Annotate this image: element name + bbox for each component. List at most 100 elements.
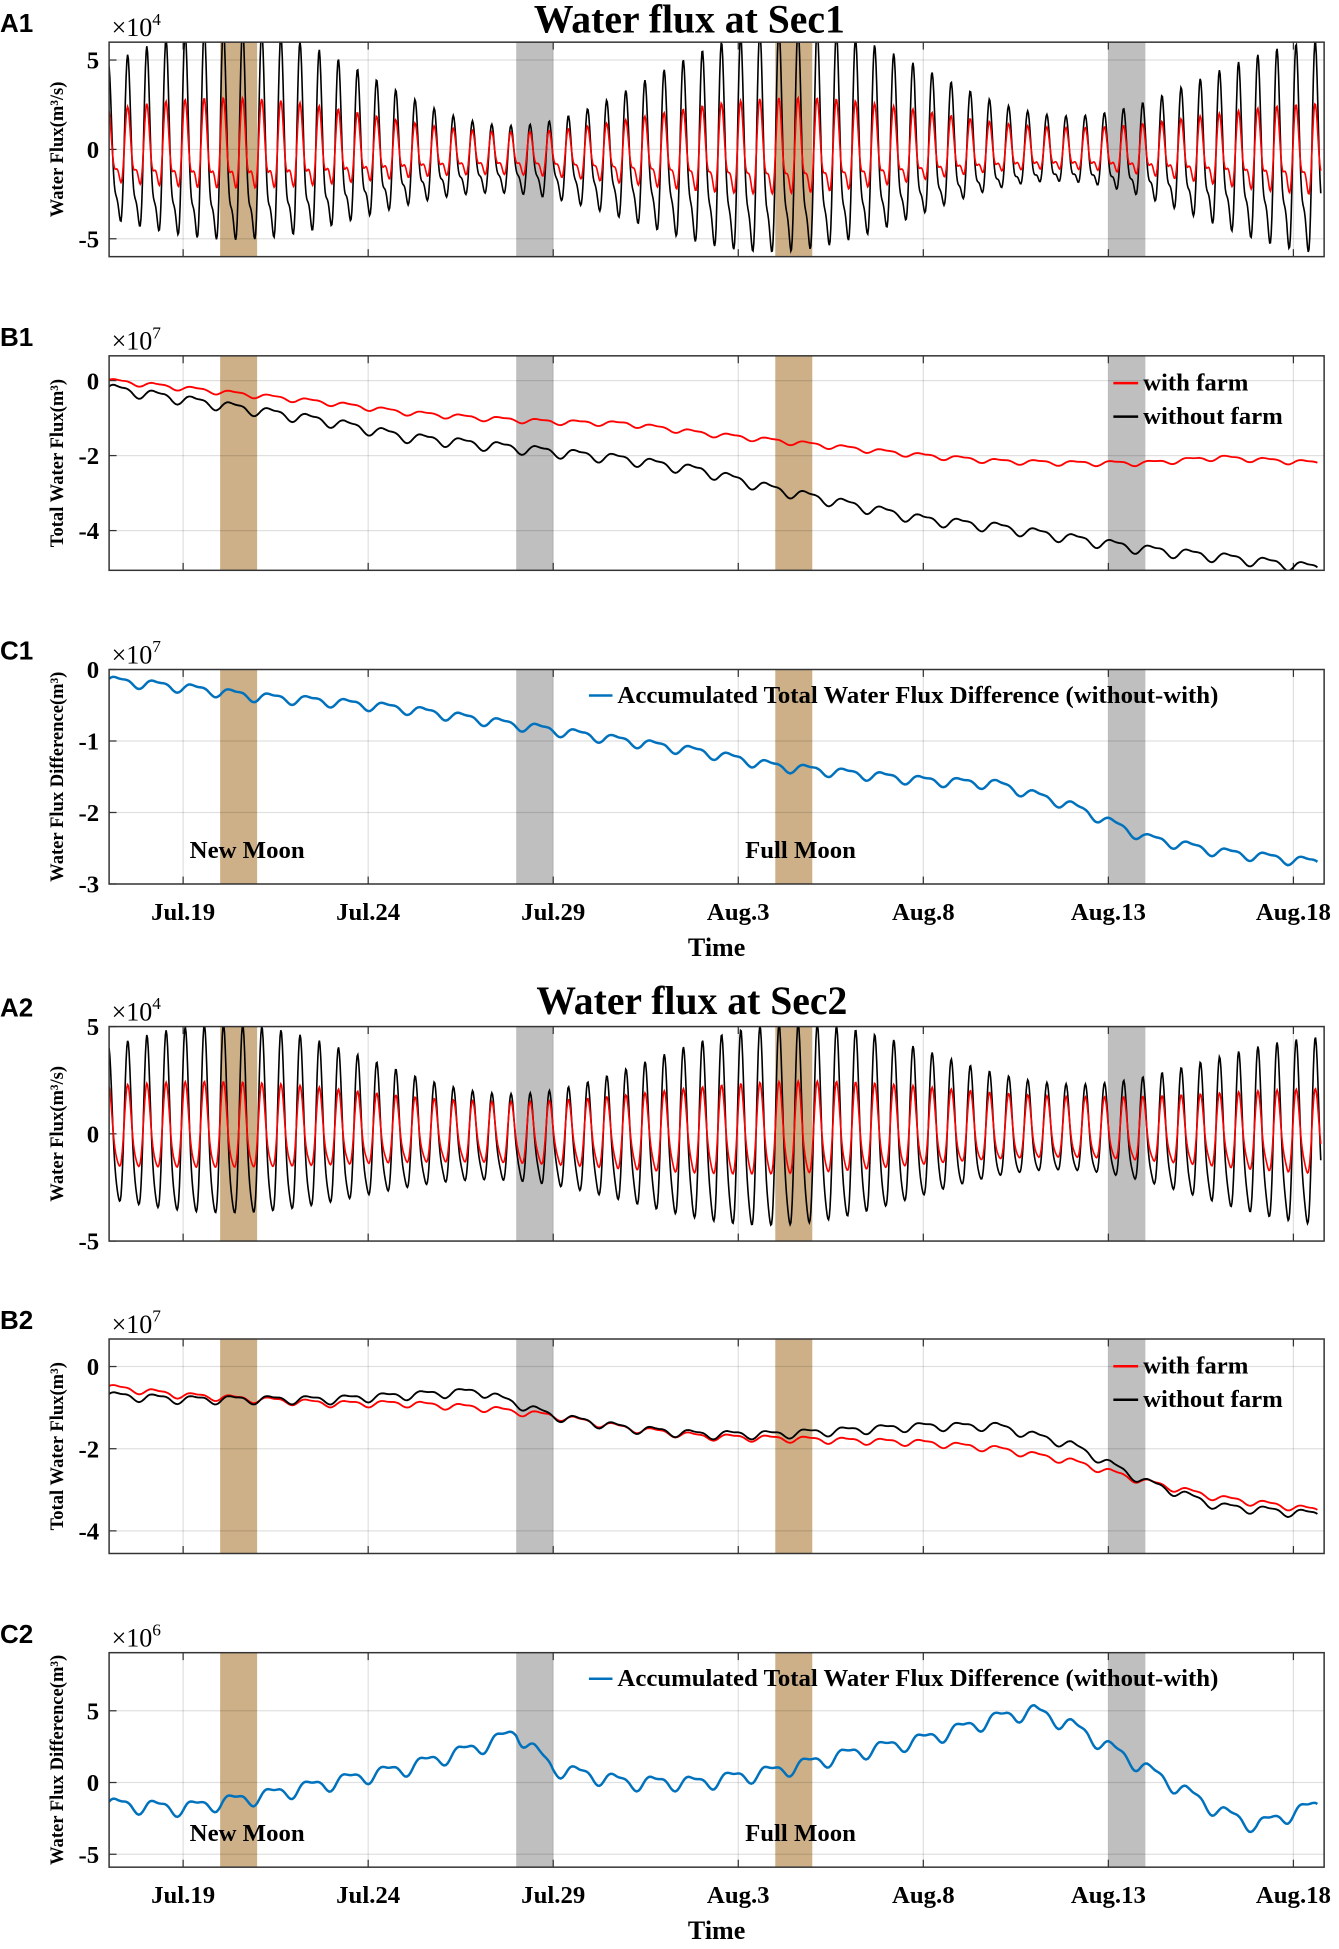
y-tick-label: -2 [79, 443, 100, 470]
y-tick-label: 0 [87, 1121, 99, 1148]
new-moon-band [220, 1339, 258, 1554]
panel-B2: 0 -2 -4 B2 ×107 Total Water Flux(m³) with farm… [0, 1305, 1325, 1555]
x-tick-label: Aug.13 [1071, 899, 1146, 926]
legend-item: with farm [1143, 370, 1249, 397]
gray-band [516, 355, 554, 571]
annotation-full-moon: Full Moon [745, 837, 856, 864]
x-tick-label: Aug.18 [1256, 899, 1331, 926]
panel-label: B1 [0, 322, 33, 352]
x-axis-label: Time [688, 1916, 745, 1945]
series-line-with-1 [109, 1078, 1322, 1175]
legend-item: with farm [1143, 1353, 1249, 1380]
gray-band [1108, 1339, 1146, 1554]
y-exponent: ×106 [112, 1620, 162, 1652]
series-group [109, 1026, 1322, 1228]
axes-frame [108, 1651, 1325, 1868]
y-tick-label: 0 [87, 368, 99, 395]
panel-A1: 5 0 -5 A1 ×104 Water Flux(m³/s) [0, 8, 1325, 258]
x-tick-label: Jul.29 [521, 1882, 585, 1909]
y-axis-label: Water Flux(m³/s) [47, 1066, 68, 1202]
panel-label: A2 [0, 993, 33, 1023]
series-line-without-1 [109, 383, 1318, 571]
series-line-without-1 [109, 1388, 1318, 1519]
y-tick-label: 5 [87, 1698, 99, 1725]
y-tick-label: -4 [79, 518, 100, 545]
gray-band [516, 1339, 554, 1554]
new-moon-band [220, 1652, 258, 1868]
figure-title-sec2: Water flux at Sec2 [536, 979, 847, 1023]
y-tick-label: 5 [87, 1014, 99, 1041]
axes-frame [108, 355, 1325, 572]
y-tick-label: -1 [79, 729, 100, 756]
y-exponent: ×107 [112, 637, 162, 669]
series-line-accumulated-0 [109, 1703, 1319, 1834]
y-axis-label: Total Water Flux(m³) [47, 379, 68, 547]
y-tick-label: -5 [79, 1842, 100, 1869]
y-exponent: ×107 [112, 1307, 162, 1339]
legend-item: Accumulated Total Water Flux Difference … [617, 682, 1218, 709]
full-moon-band [775, 669, 813, 884]
annotation-new-moon: New Moon [190, 1820, 305, 1847]
series-group [109, 675, 1319, 867]
legend-item: without farm [1143, 1386, 1283, 1413]
x-tick-label: Aug.3 [707, 899, 770, 926]
axes-frame [108, 1338, 1325, 1555]
y-tick-label: 5 [87, 48, 99, 75]
x-tick-label: Jul.24 [336, 1882, 400, 1909]
panel-B1: 0 -2 -4 B1 ×107 Total Water Flux(m³) with farm… [0, 322, 1325, 572]
panel-C1: 0 -1 -2 -3 C1 ×107 Water Flux Difference(m³) Ac… [0, 636, 1331, 962]
y-axis-label: Water Flux Difference(m³) [47, 672, 68, 882]
series-line-with-1 [109, 95, 1322, 196]
new-moon-band [220, 355, 258, 571]
legend-item: Accumulated Total Water Flux Difference … [617, 1665, 1218, 1692]
y-tick-label: -2 [79, 800, 100, 827]
x-tick-label: Aug.8 [892, 1882, 955, 1909]
x-tick-label: Aug.18 [1256, 1882, 1331, 1909]
new-moon-band [220, 669, 258, 884]
y-axis-label: Water Flux(m³/s) [47, 82, 68, 218]
x-tick-label: Jul.19 [151, 899, 215, 926]
series-line-without-0 [109, 42, 1322, 254]
y-tick-label: 0 [87, 1354, 99, 1381]
series-line-without-0 [109, 1026, 1322, 1228]
annotation-new-moon: New Moon [190, 837, 305, 864]
series-group [109, 378, 1318, 571]
panel-label: C1 [0, 636, 33, 666]
series-line-accumulated-0 [109, 675, 1319, 867]
gray-band [516, 669, 554, 884]
y-exponent: ×104 [112, 994, 162, 1026]
series-group [109, 42, 1322, 254]
x-tick-label: Jul.24 [336, 899, 400, 926]
full-moon-band [775, 1339, 813, 1554]
legend-item: without farm [1143, 403, 1283, 430]
x-tick-label: Jul.19 [151, 1882, 215, 1909]
gray-band [1108, 669, 1146, 884]
y-axis-label: Total Water Flux(m³) [47, 1362, 68, 1530]
x-tick-label: Aug.13 [1071, 1882, 1146, 1909]
axes-frame [108, 41, 1325, 258]
x-axis-label: Time [688, 933, 745, 962]
panel-label: B2 [0, 1305, 33, 1335]
y-tick-label: 0 [87, 1770, 99, 1797]
y-axis-label: Water Flux Difference(m³) [47, 1655, 68, 1865]
annotation-full-moon: Full Moon [745, 1820, 856, 1847]
series-group [109, 1703, 1319, 1834]
y-tick-label: 0 [87, 657, 99, 684]
axes-frame [108, 1025, 1325, 1242]
y-exponent: ×104 [112, 10, 162, 42]
y-tick-label: -5 [79, 1229, 100, 1256]
axes-frame [108, 668, 1325, 885]
y-tick-label: -2 [79, 1436, 100, 1463]
y-tick-label: -3 [79, 872, 100, 899]
y-exponent: ×107 [112, 323, 162, 355]
x-tick-label: Aug.3 [707, 1882, 770, 1909]
y-tick-label: -4 [79, 1519, 100, 1546]
panel-C2: 5 0 -5 C2 ×106 Water Flux Difference(m³) Accum… [0, 1619, 1331, 1945]
series-line-with-0 [109, 378, 1318, 468]
series-group [109, 1384, 1318, 1519]
panel-label: A1 [0, 8, 33, 38]
x-tick-label: Aug.8 [892, 899, 955, 926]
panel-A2: 5 0 -5 A2 ×104 Water Flux(m³/s) [0, 993, 1325, 1256]
series-line-with-0 [109, 1384, 1318, 1512]
